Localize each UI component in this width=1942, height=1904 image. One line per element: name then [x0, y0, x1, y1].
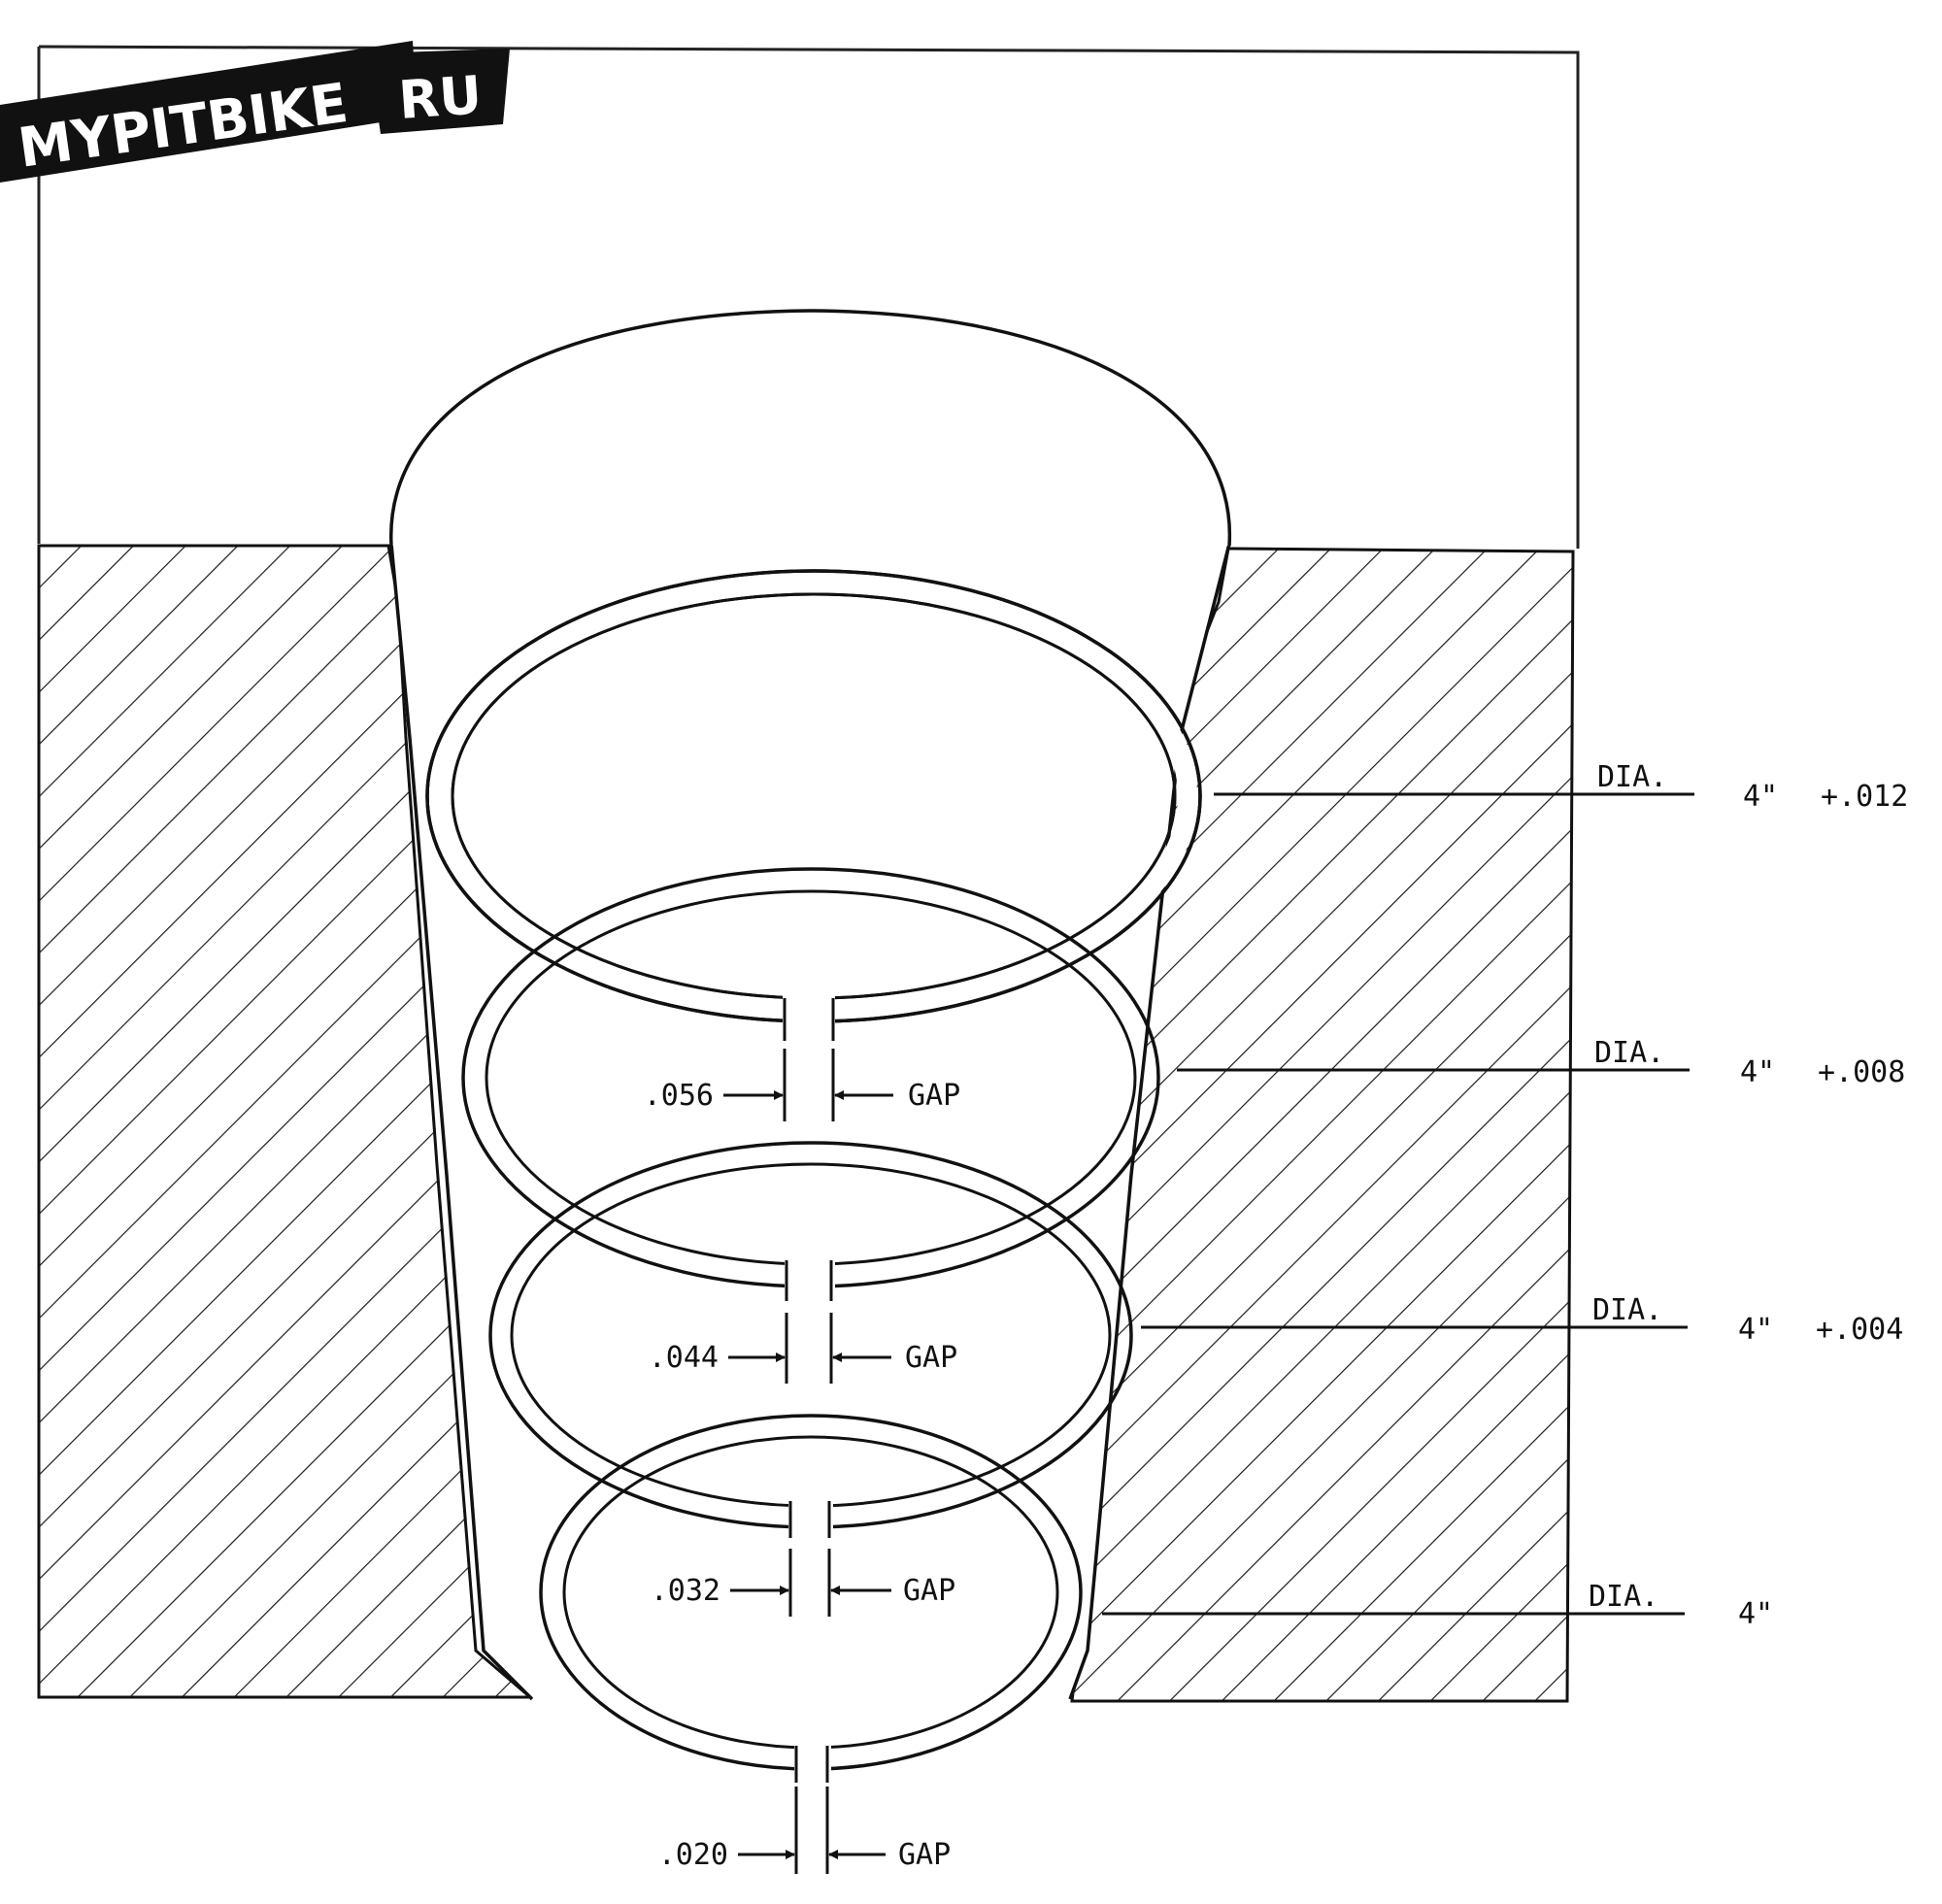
gap-value-3: .032	[651, 1574, 720, 1608]
gap-label-1: GAP	[908, 1079, 960, 1113]
bore-wall-right	[1068, 543, 1231, 1700]
piston-ring-1	[425, 569, 1202, 1041]
logo-text-right: RU	[397, 64, 485, 131]
dia-size-2: 4"	[1740, 1055, 1775, 1089]
gap-marker-2	[728, 1313, 891, 1384]
gap-value-2: .044	[649, 1341, 719, 1375]
piston-crown	[389, 309, 1231, 547]
piston-ring-4	[539, 1414, 1083, 1783]
dia-size-4: 4"	[1738, 1597, 1773, 1631]
dia-label-4: DIA.	[1589, 1580, 1658, 1614]
dia-label-3: DIA.	[1592, 1293, 1662, 1327]
bore-wall-left	[389, 543, 534, 1701]
dia-size-3: 4"	[1738, 1313, 1773, 1347]
piston-ring-3	[488, 1141, 1133, 1538]
mypitbike-logo: MYPITBIKE RU	[0, 41, 510, 183]
gap-label-4: GAP	[898, 1838, 951, 1872]
frame-top-line	[38, 45, 1580, 549]
dia-tolerance-2: +.008	[1818, 1055, 1905, 1089]
gap-label-3: GAP	[903, 1574, 955, 1608]
gap-marker-3	[730, 1549, 891, 1617]
dia-size-1: 4"	[1743, 780, 1778, 814]
dia-label-2: DIA.	[1594, 1036, 1664, 1070]
gap-label-2: GAP	[905, 1341, 957, 1375]
piston-ring-2	[461, 867, 1160, 1301]
tapered-bore	[391, 544, 1229, 1699]
dia-label-1: DIA.	[1597, 760, 1667, 794]
gap-marker-1	[723, 1049, 893, 1121]
gap-value-1: .056	[644, 1079, 714, 1113]
gap-marker-4	[738, 1787, 886, 1874]
dia-tolerance-3: +.004	[1816, 1313, 1903, 1347]
gap-value-4: .020	[658, 1838, 728, 1872]
dia-tolerance-1: +.012	[1821, 780, 1908, 814]
